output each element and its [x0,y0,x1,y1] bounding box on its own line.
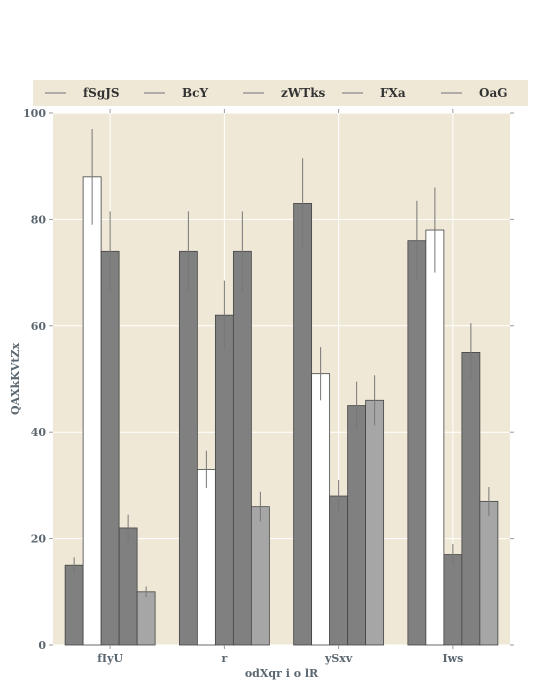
y-tick-label-2: 40 [31,426,47,439]
y-tick-label-5: 100 [23,107,46,120]
bars [64,128,499,646]
bar-BcY-Iws [425,229,445,646]
bar-fSgJS-r [178,250,198,646]
legend-label-OaG: OaG [479,86,507,100]
bar-zWTks-ySxv [329,495,349,646]
legend-label-FXa: FXa [380,86,406,100]
y-tick-label-1: 20 [31,533,47,546]
bar-zWTks-Iws [443,554,463,646]
x-tick-label-0: fIyU [97,652,123,665]
legend-label-fSgJS: fSgJS [83,86,120,100]
bar-OaG-Iws [479,500,499,646]
x-tick-label-1: r [221,652,227,665]
bar-OaG-r [250,506,270,646]
bar-BcY-ySxv [311,373,331,646]
x-tick-label-3: Iws [442,652,463,665]
bar-FXa-fIyU [118,527,138,646]
y-tick-label-0: 0 [38,639,46,652]
y-axis-title: QAXkKVtZx [9,343,22,415]
axis-ticks: 0 20 40 60 80 100 fIyU r ySxv Iws [23,107,514,665]
bar-FXa-Iws [461,351,481,646]
legend-label-zWTks: zWTks [281,86,326,100]
legend-label-BcY: BcY [182,86,208,100]
bar-zWTks-fIyU [100,250,120,646]
bar-fSgJS-ySxv [293,203,313,646]
bar-OaG-ySxv [365,399,385,646]
bar-fSgJS-Iws [407,240,427,646]
bar-zWTks-r [214,314,234,646]
legend: fSgJS BcY zWTks FXa OaG [33,80,528,106]
bar-BcY-fIyU [82,176,102,646]
bar-BcY-r [196,469,216,646]
bar-OaG-fIyU [136,591,156,646]
y-tick-label-3: 60 [31,320,47,333]
bar-FXa-r [232,250,252,646]
x-axis-title: odXqr i o lR [245,667,319,680]
bar-FXa-ySxv [347,405,367,646]
bar-fSgJS-fIyU [64,564,84,646]
x-tick-label-2: ySxv [324,652,353,665]
y-tick-label-4: 80 [31,213,47,226]
